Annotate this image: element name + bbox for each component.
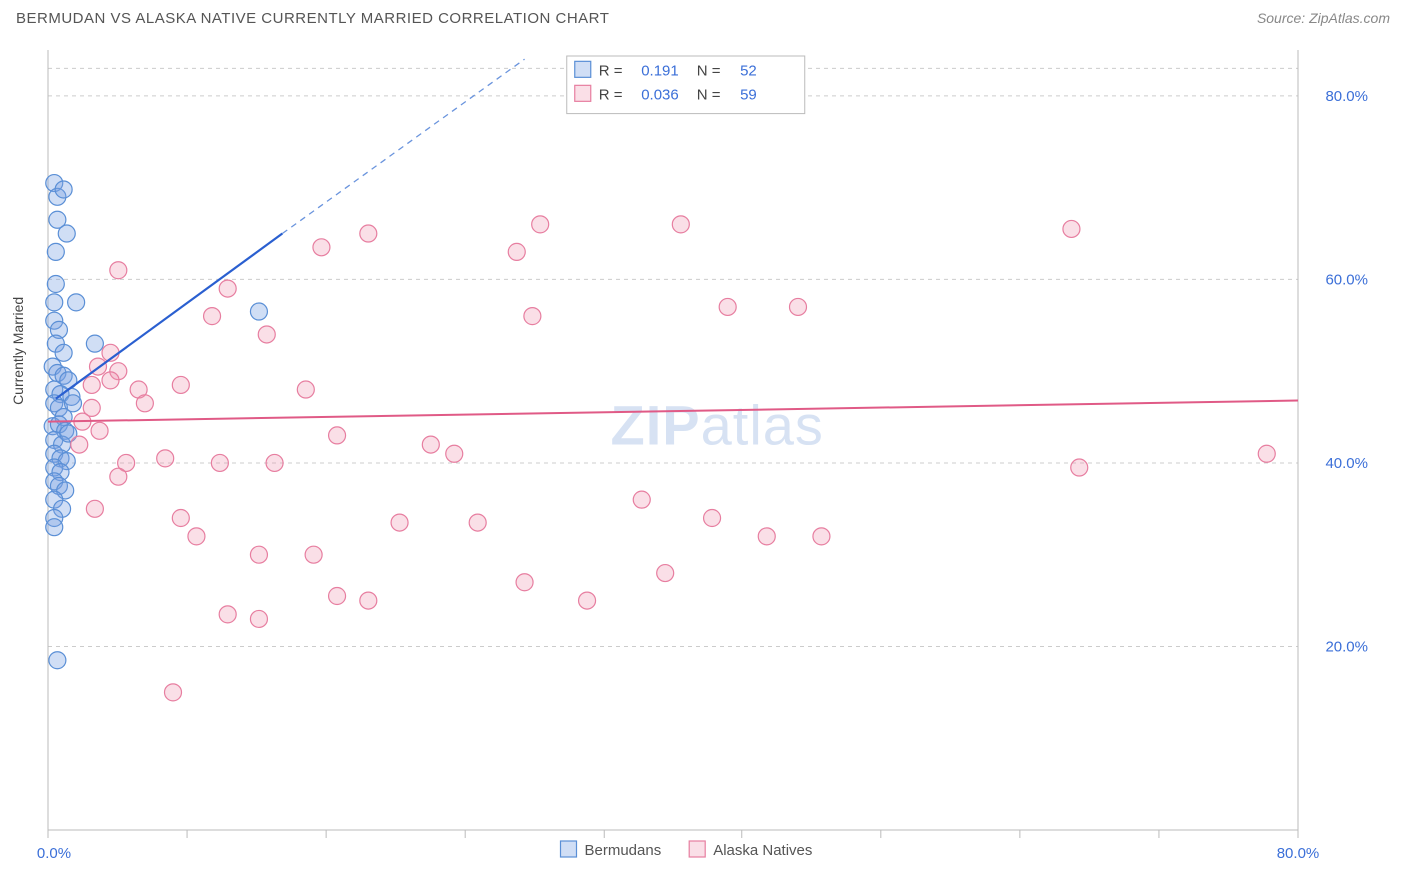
scatter-point xyxy=(469,514,486,531)
scatter-point xyxy=(633,491,650,508)
scatter-point xyxy=(391,514,408,531)
scatter-point xyxy=(55,344,72,361)
scatter-point xyxy=(204,308,221,325)
scatter-point xyxy=(1258,445,1275,462)
y-axis-label: Currently Married xyxy=(10,297,26,405)
scatter-point xyxy=(211,454,228,471)
scatter-point xyxy=(102,372,119,389)
legend-swatch xyxy=(575,85,591,101)
scatter-point xyxy=(172,376,189,393)
scatter-point xyxy=(46,519,63,536)
scatter-point xyxy=(110,468,127,485)
scatter-point xyxy=(657,565,674,582)
scatter-point xyxy=(46,294,63,311)
scatter-point xyxy=(258,326,275,343)
scatter-point xyxy=(219,280,236,297)
scatter-point xyxy=(219,606,236,623)
scatter-point xyxy=(91,422,108,439)
scatter-point xyxy=(813,528,830,545)
scatter-point xyxy=(313,239,330,256)
scatter-point xyxy=(516,574,533,591)
scatter-point xyxy=(329,588,346,605)
scatter-point xyxy=(266,454,283,471)
scatter-point xyxy=(579,592,596,609)
scatter-point xyxy=(83,376,100,393)
legend-r-label: R = xyxy=(599,62,623,79)
scatter-point xyxy=(49,652,66,669)
legend-swatch xyxy=(561,841,577,857)
y-tick-label: 60.0% xyxy=(1325,271,1368,288)
scatter-point xyxy=(524,308,541,325)
scatter-point xyxy=(71,436,88,453)
scatter-point xyxy=(86,500,103,517)
chart-title: BERMUDAN VS ALASKA NATIVE CURRENTLY MARR… xyxy=(16,10,609,27)
scatter-point xyxy=(86,335,103,352)
scatter-point xyxy=(157,450,174,467)
scatter-point xyxy=(360,592,377,609)
scatter-point xyxy=(329,427,346,444)
scatter-point xyxy=(719,298,736,315)
x-tick-start: 0.0% xyxy=(37,845,71,862)
legend-n-label: N = xyxy=(697,86,721,103)
legend-r-value: 0.036 xyxy=(641,86,679,103)
legend-r-value: 0.191 xyxy=(641,62,679,79)
scatter-point xyxy=(58,225,75,242)
legend-swatch xyxy=(575,61,591,77)
scatter-point xyxy=(188,528,205,545)
y-tick-label: 20.0% xyxy=(1325,638,1368,655)
scatter-point xyxy=(672,216,689,233)
scatter-point xyxy=(47,243,64,260)
legend-n-label: N = xyxy=(697,62,721,79)
y-tick-label: 40.0% xyxy=(1325,455,1368,472)
legend-n-value: 52 xyxy=(740,62,757,79)
scatter-point xyxy=(360,225,377,242)
legend-series-label: Bermudans xyxy=(585,842,662,859)
scatter-point xyxy=(68,294,85,311)
scatter-point xyxy=(297,381,314,398)
legend-swatch xyxy=(689,841,705,857)
scatter-point xyxy=(790,298,807,315)
scatter-point xyxy=(532,216,549,233)
legend-series-label: Alaska Natives xyxy=(713,842,812,859)
source-label: Source: ZipAtlas.com xyxy=(1257,10,1390,26)
scatter-point xyxy=(110,262,127,279)
scatter-point xyxy=(250,610,267,627)
scatter-point xyxy=(172,510,189,527)
scatter-point xyxy=(250,546,267,563)
scatter-point xyxy=(508,243,525,260)
trend-line-extrapolated xyxy=(282,59,524,233)
scatter-point xyxy=(758,528,775,545)
trend-line xyxy=(56,234,283,399)
scatter-point xyxy=(1071,459,1088,476)
scatter-point xyxy=(305,546,322,563)
scatter-point xyxy=(165,684,182,701)
scatter-point xyxy=(47,276,64,293)
scatter-point xyxy=(136,395,153,412)
scatter-point xyxy=(704,510,721,527)
scatter-point xyxy=(65,395,82,412)
correlation-scatter-chart: 20.0% 40.0% 60.0% 80.0% 0.0% 80.0% ZIPatlas R =… xyxy=(14,40,1378,878)
legend-n-value: 59 xyxy=(740,86,757,103)
x-tick-end: 80.0% xyxy=(1277,845,1320,862)
scatter-point xyxy=(422,436,439,453)
watermark: ZIPatlas xyxy=(611,394,824,457)
scatter-point xyxy=(55,181,72,198)
legend-r-label: R = xyxy=(599,86,623,103)
scatter-point xyxy=(1063,220,1080,237)
y-tick-label: 80.0% xyxy=(1325,88,1368,105)
scatter-point xyxy=(250,303,267,320)
scatter-point xyxy=(446,445,463,462)
